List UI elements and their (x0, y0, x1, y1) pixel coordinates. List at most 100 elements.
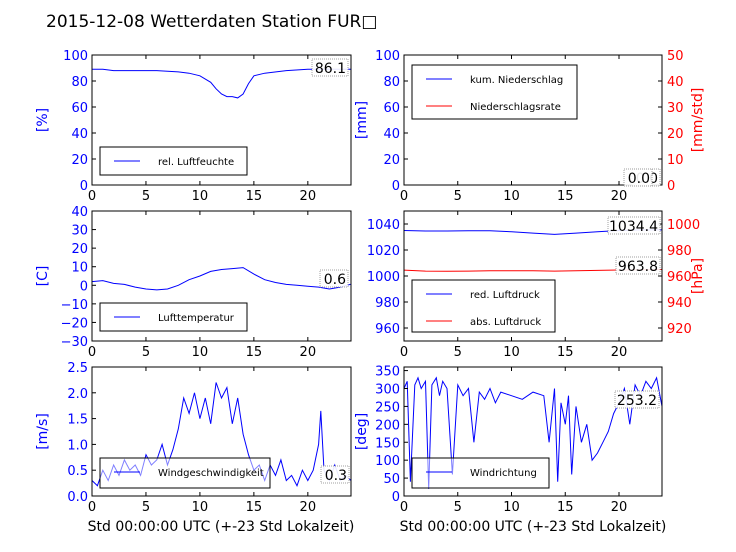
legend-label-pressure-1: abs. Luftdruck (470, 317, 541, 328)
y-axis-label-temp: [C] (35, 266, 51, 287)
y-tick-label-winddir-3: 150 (375, 436, 400, 451)
y-axis-label-wind: [m/s] (35, 413, 51, 450)
readout-winddir: 253.2 (617, 393, 657, 409)
y-tick-label-winddir-0: 0 (392, 490, 400, 505)
x-tick-label-wind-15: 15 (246, 500, 263, 515)
y-tick-label-wind-0: 0.0 (67, 490, 88, 505)
x-tick-label-pressure-15: 15 (557, 345, 574, 360)
x-tick-label-humidity-0: 0 (88, 189, 96, 204)
panel-pressure: 0 5 10 15 20 960 980 1000 1020 1040 920 940 960 980 10… (367, 210, 706, 360)
x-tick-label-winddir-0: 0 (400, 500, 408, 515)
readout-temp: 0.6 (324, 272, 346, 288)
legend-label-precip-1: Niederschlagsrate (470, 102, 561, 113)
readout-humidity-box (311, 58, 349, 77)
readout-winddir-box (614, 390, 660, 409)
y-tick-label-temp-5: 20 (71, 242, 88, 257)
y-tick-label-wind-5: 2.5 (67, 361, 88, 376)
y-tick-label-wind-1: 0.5 (67, 464, 88, 479)
y-tick-label-winddir-2: 100 (375, 454, 400, 469)
y2-tick-label-pressure-1: 940 (667, 296, 692, 311)
x-tick-label-temp-0: 0 (88, 345, 96, 360)
x-tick-label-temp-15: 15 (246, 345, 263, 360)
figure-title: 2015-12-08 Wetterdaten Station FUR□ (46, 12, 377, 32)
y-tick-label-humidity-4: 80 (71, 75, 88, 90)
y-axis-label-winddir: [deg] (354, 413, 370, 450)
y-tick-label-temp-0: −30 (61, 335, 88, 350)
series-line-humidity-0 (92, 68, 351, 99)
y-tick-label-precip-3: 60 (383, 101, 400, 116)
y2-axis-label-precip: [mm/std] (690, 88, 706, 153)
x-tick-label-pressure-10: 10 (503, 345, 520, 360)
x-tick-label-pressure-5: 5 (454, 345, 462, 360)
legend-box-wind (99, 457, 271, 489)
x-tick-label-pressure-0: 0 (400, 345, 408, 360)
legend-label-wind-0: Windgeschwindigkeit (158, 468, 264, 479)
y-tick-label-wind-3: 1.5 (67, 413, 88, 428)
y-tick-label-temp-7: 40 (71, 205, 88, 220)
axes-frame-precip (403, 54, 663, 186)
readout-pressure-box (607, 216, 661, 235)
legend-label-winddir-0: Windrichtung (470, 468, 537, 479)
x-tick-label-precip-15: 15 (557, 189, 574, 204)
x-tick-label-wind-5: 5 (142, 500, 150, 515)
y2-tick-label-pressure-0: 920 (667, 322, 692, 337)
panel-humidity: 0 5 10 15 20 0 20 40 60 80 100 [%] 86.1 rel. Luftfeuc… (35, 49, 352, 204)
legend-label-precip-0: kum. Niederschlag (470, 75, 563, 86)
x-tick-label-winddir-5: 5 (454, 500, 462, 515)
y-tick-label-winddir-4: 200 (375, 418, 400, 433)
y-tick-label-humidity-0: 0 (80, 179, 88, 194)
y-tick-label-temp-4: 10 (71, 261, 88, 276)
y-tick-label-winddir-7: 350 (375, 365, 400, 380)
legend-label-pressure-0: red. Luftdruck (470, 290, 540, 301)
readout-temp-box (319, 269, 349, 288)
y2-tick-label-pressure-2: 960 (667, 270, 692, 285)
x-axis-label-right: Std 00:00:00 UTC (+-23 Std Lokalzeit) (400, 519, 667, 535)
panel-temp: 0 5 10 15 20 −30 −20 −10 0 10 20 30 40 [C] 0.6 Lufttemp… (35, 205, 352, 360)
x-tick-label-precip-10: 10 (503, 189, 520, 204)
axes-frame-temp (91, 210, 352, 342)
y-tick-label-temp-6: 30 (71, 224, 88, 239)
y-tick-label-precip-2: 40 (383, 127, 400, 142)
y2-tick-label-precip-0: 0 (667, 179, 675, 194)
x-axis-label-left: Std 00:00:00 UTC (+-23 Std Lokalzeit) (88, 519, 355, 535)
readout-pressure: 1034.4 (609, 219, 658, 235)
y2-axis-label-pressure: [hPa] (690, 258, 706, 294)
y-tick-label-pressure-0: 960 (375, 322, 400, 337)
y2-tick-label-precip-2: 20 (667, 127, 684, 142)
legend-box-precip (411, 64, 578, 120)
axes-frame-wind (91, 366, 352, 497)
y-axis-label-precip: [mm] (354, 101, 370, 139)
y-tick-label-humidity-1: 20 (71, 153, 88, 168)
y-tick-label-winddir-1: 50 (383, 472, 400, 487)
y-tick-label-humidity-2: 40 (71, 127, 88, 142)
y-tick-label-winddir-5: 250 (375, 400, 400, 415)
y-tick-label-temp-1: −20 (61, 316, 88, 331)
x-tick-label-humidity-5: 5 (142, 189, 150, 204)
x-tick-label-temp-5: 5 (142, 345, 150, 360)
series-line-temp-0 (91, 267, 352, 291)
y-tick-label-precip-5: 100 (375, 49, 400, 64)
x-tick-label-precip-0: 0 (400, 189, 408, 204)
y2-tick-label-precip-4: 40 (667, 75, 684, 90)
y-tick-label-temp-3: 0 (80, 279, 88, 294)
x-tick-label-precip-20: 20 (611, 189, 628, 204)
panel-winddir: 0 5 10 15 20050100150200250300350[deg]253.2W… (354, 365, 663, 515)
legend-box-pressure (411, 279, 556, 333)
y-tick-label-precip-4: 80 (383, 75, 400, 90)
x-tick-label-temp-10: 10 (192, 345, 209, 360)
y-tick-label-wind-4: 2.0 (67, 387, 88, 402)
x-tick-label-winddir-10: 10 (503, 500, 520, 515)
readout2-pressure-box (615, 256, 661, 275)
y-tick-label-pressure-3: 1020 (367, 244, 400, 259)
readout2-pressure: 963.8 (618, 259, 658, 275)
readout-precip-box (623, 168, 653, 187)
y2-tick-label-precip-5: 50 (667, 49, 684, 64)
y-tick-label-pressure-2: 1000 (367, 270, 400, 285)
x-tick-label-temp-20: 20 (300, 345, 317, 360)
legend-box-winddir (411, 457, 550, 489)
y-tick-label-pressure-1: 980 (375, 296, 400, 311)
y-tick-label-temp-2: −10 (61, 298, 88, 313)
readout-wind-box (320, 465, 350, 484)
x-tick-label-precip-5: 5 (454, 189, 462, 204)
